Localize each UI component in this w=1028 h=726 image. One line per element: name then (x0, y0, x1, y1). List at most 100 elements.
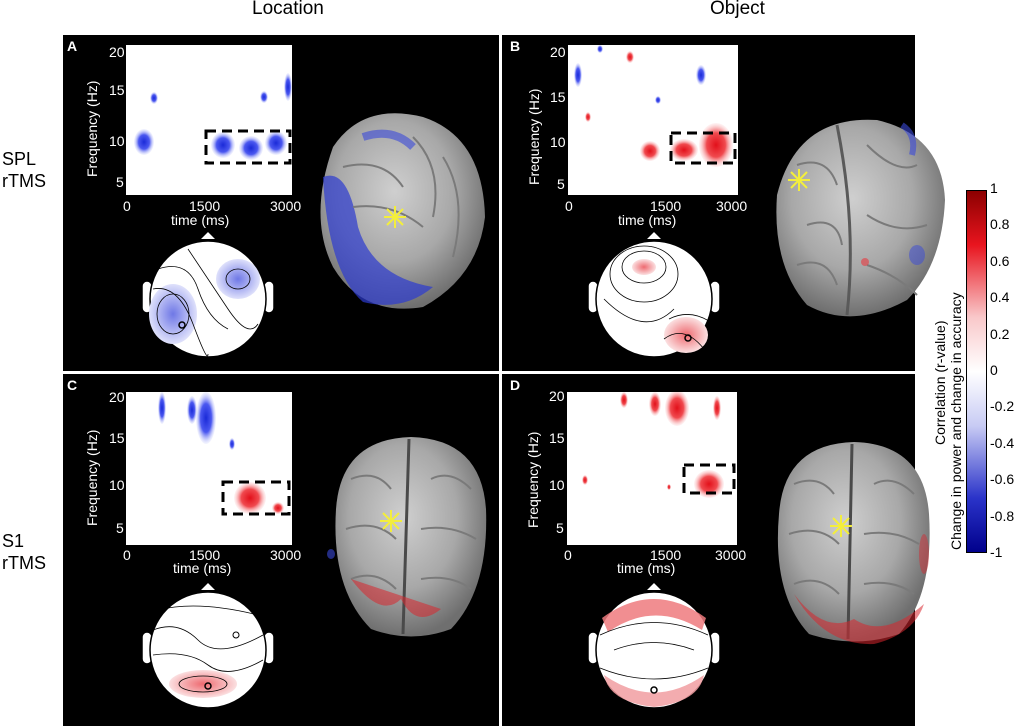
tf-cluster (196, 392, 216, 444)
y-tick: 5 (557, 176, 565, 192)
tf-cluster (620, 392, 628, 408)
spectrogram: 20 15 10 5 0 1500 3000 time (ms) Frequen… (525, 388, 746, 576)
panel-letter: D (510, 377, 521, 393)
tf-cluster (665, 392, 689, 426)
tf-cluster (134, 129, 154, 155)
tf-cluster (585, 112, 591, 122)
y-tick: 10 (550, 134, 566, 150)
y-axis-label: Frequency (Hz) (526, 88, 542, 185)
tf-cluster (713, 396, 721, 420)
y-tick: 15 (550, 89, 566, 105)
y-tick: 10 (109, 477, 125, 493)
tf-cluster (265, 131, 287, 155)
row-label-spl-line1: SPL (2, 149, 37, 169)
tf-cluster (640, 141, 660, 161)
colorbar (966, 190, 987, 553)
topo-cluster (632, 259, 656, 275)
y-tick: 10 (109, 133, 125, 149)
brain-render (776, 119, 945, 317)
x-axis-label: time (ms) (618, 212, 677, 228)
tf-cluster (699, 123, 733, 167)
x-tick: 0 (123, 547, 131, 563)
colorbar-title-line1: Correlation (r-value) (932, 320, 948, 445)
tf-cluster (158, 392, 166, 424)
topo-cluster (216, 259, 260, 299)
colorbar-tick-label: 0.8 (990, 216, 1010, 233)
y-tick: 20 (109, 44, 125, 60)
topo-cluster (149, 284, 197, 344)
colorbar-tick-label: -0.8 (990, 507, 1015, 524)
roi-box (682, 463, 736, 495)
spectrogram: 20 15 10 5 0 1500 3000 time (ms) Frequen… (84, 389, 301, 576)
tf-cluster (649, 392, 661, 416)
colorbar-tick-label: -0.2 (990, 398, 1015, 415)
tf-cluster (597, 45, 603, 53)
roi-box (221, 480, 291, 516)
roi-box (669, 131, 737, 165)
x-axis-label: time (ms) (173, 560, 232, 576)
y-axis-label: Frequency (Hz) (525, 431, 541, 528)
tf-cluster (670, 139, 698, 161)
spectrogram-plot (134, 73, 292, 165)
tf-cluster (187, 396, 197, 424)
brain-render (777, 442, 930, 645)
colorbar-tick-label: -0.4 (990, 434, 1015, 451)
x-tick: 1500 (650, 547, 682, 563)
x-tick: 0 (123, 198, 131, 214)
x-tick: 1500 (189, 198, 221, 214)
y-tick: 5 (556, 520, 564, 536)
panel-c: C 20 15 10 5 0 1500 3000 time (ms) Frequ… (63, 374, 499, 726)
topo-cluster (604, 675, 704, 707)
tf-cluster (150, 92, 158, 104)
x-axis-label: time (ms) (617, 560, 676, 576)
x-tick: 0 (564, 547, 572, 563)
colorbar-tick-label: 1 (990, 180, 998, 196)
colorbar-tick-label: 0 (990, 362, 998, 378)
x-tick: 3000 (270, 198, 302, 214)
tf-cluster (694, 470, 724, 498)
tf-cluster (284, 73, 292, 101)
colorbar-tick-label: 0.2 (990, 325, 1010, 342)
column-title-location: Location (252, 0, 324, 19)
colorbar-title-line2: Change in power and change in accuracy (948, 292, 964, 550)
panel-b: B 20 15 10 5 0 1500 3000 time (ms) Frequ… (502, 35, 945, 371)
row-label-s1-line1: S1 (2, 531, 25, 551)
scalp-topography (587, 229, 721, 358)
x-tick: 3000 (716, 198, 748, 214)
tf-cluster (667, 484, 671, 490)
colorbar-tick-label: -0.6 (990, 471, 1015, 488)
y-tick: 15 (549, 430, 565, 446)
tf-cluster (211, 132, 235, 158)
row-label-s1: S1 rTMS (2, 530, 46, 574)
x-axis-label: time (ms) (171, 212, 230, 228)
y-tick: 5 (116, 520, 124, 536)
scalp-topography (587, 580, 721, 709)
panel-letter: C (67, 377, 78, 393)
scalp-topography (141, 229, 275, 358)
spectrogram-plot (574, 45, 737, 167)
y-axis-label: Frequency (Hz) (84, 429, 100, 526)
tf-cluster (626, 51, 634, 63)
x-tick: 0 (565, 198, 573, 214)
y-tick: 10 (549, 477, 565, 493)
tf-cluster (260, 91, 268, 103)
y-tick: 20 (549, 388, 565, 404)
spectrogram: 20 15 10 5 0 1500 3000 time (ms) Frequen… (526, 44, 747, 228)
scalp-topography (141, 580, 275, 709)
x-tick: 1500 (650, 198, 682, 214)
tf-cluster (696, 65, 706, 85)
panel-a: A 20 15 10 5 0 1500 3000 time (ms) Frequ… (63, 35, 499, 371)
x-tick: 3000 (270, 547, 302, 563)
brain-render (320, 113, 485, 309)
x-tick: 3000 (715, 547, 747, 563)
topo-cluster (602, 599, 706, 632)
tf-cluster (655, 96, 661, 104)
tf-cluster (239, 136, 263, 160)
tf-cluster (582, 475, 588, 485)
tf-cluster (574, 63, 582, 87)
y-tick: 20 (550, 44, 566, 60)
y-tick: 5 (116, 174, 124, 190)
y-tick: 15 (109, 430, 125, 446)
row-label-s1-line2: rTMS (2, 553, 46, 573)
panel-letter: A (67, 38, 78, 54)
